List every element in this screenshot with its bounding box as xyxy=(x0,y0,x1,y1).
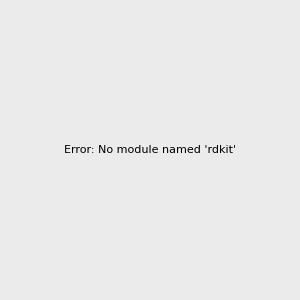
Text: Error: No module named 'rdkit': Error: No module named 'rdkit' xyxy=(64,145,236,155)
